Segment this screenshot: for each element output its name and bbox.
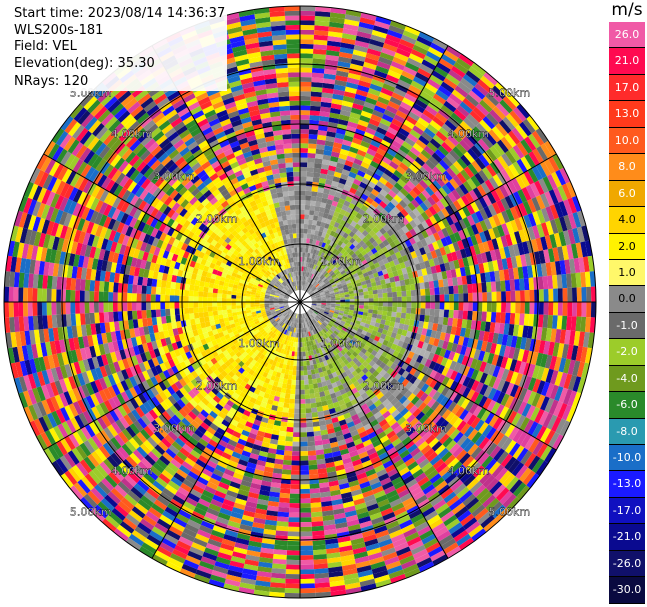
range-label: 5.00km xyxy=(489,87,531,100)
range-label: 4.00km xyxy=(448,128,490,141)
range-label: 1.00km xyxy=(238,337,280,350)
colorbar-label: -21.0 xyxy=(612,530,642,544)
colorbar-label: 17.0 xyxy=(614,80,640,94)
colorbar-label: 4.0 xyxy=(618,213,636,227)
azimuth-spoke xyxy=(299,301,449,559)
range-label: 3.00km xyxy=(405,170,447,183)
colorbar-level: 8.0 xyxy=(609,154,645,181)
colorbar-unit: m/s xyxy=(611,0,643,20)
colorbar-level: -8.0 xyxy=(609,418,645,445)
azimuth-spoke xyxy=(151,301,301,559)
colorbar-level: -13.0 xyxy=(609,471,645,498)
range-label: 2.00km xyxy=(363,213,405,226)
colorbar-label: 26.0 xyxy=(614,28,640,41)
range-label: 1.00km xyxy=(238,255,280,268)
colorbar-level: -21.0 xyxy=(609,524,645,551)
colorbar-label: 21.0 xyxy=(614,54,640,68)
field-name: Field: VEL xyxy=(14,39,77,54)
colorbar-level: -2.0 xyxy=(609,339,645,366)
azimuth-spoke xyxy=(43,301,301,451)
colorbar: m/s 26.0 21.0 17.0 13.0 10.0 8.0 6.0 4.0 2.0 1.0 0… xyxy=(607,0,647,607)
colorbar-label: -6.0 xyxy=(616,398,638,412)
colorbar-level: -26.0 xyxy=(609,550,645,578)
range-labels: 1.00km 1.00km 1.00km 1.00km 2.00km 2.00km 2.00… xyxy=(70,86,531,518)
velocity-field xyxy=(4,6,596,598)
colorbar-level: 0.0 xyxy=(609,286,645,313)
start-time: Start time: 2023/08/14 14:36:37 xyxy=(14,6,226,21)
colorbar-level: 2.0 xyxy=(609,233,645,260)
colorbar-level: 21.0 xyxy=(609,48,645,75)
colorbar-level: 10.0 xyxy=(609,127,645,155)
colorbar-level: 26.0 xyxy=(609,22,645,49)
range-label: 1.00km xyxy=(320,255,362,268)
nrays: NRays: 120 xyxy=(14,74,89,89)
station-name: WLS200s-181 xyxy=(14,22,104,38)
colorbar-label: 2.0 xyxy=(618,239,636,253)
range-label: 4.00km xyxy=(448,464,490,477)
range-label: 1.00km xyxy=(320,337,362,350)
colorbar-level: 6.0 xyxy=(609,180,645,208)
range-label: 5.00km xyxy=(70,505,112,518)
range-label: 3.00km xyxy=(405,422,447,435)
colorbar-level: -4.0 xyxy=(609,365,645,393)
colorbar-level: 13.0 xyxy=(609,101,645,128)
colorbar-level: 1.0 xyxy=(609,259,645,287)
colorbar-label: -30.0 xyxy=(612,583,642,597)
colorbar-level: 17.0 xyxy=(609,74,645,102)
colorbar-level: -1.0 xyxy=(609,312,645,340)
range-label: 4.00km xyxy=(111,128,153,141)
colorbar-level: -30.0 xyxy=(609,577,645,604)
range-label: 3.00km xyxy=(153,170,195,183)
colorbar-label: 6.0 xyxy=(618,186,636,200)
colorbar-label: -17.0 xyxy=(612,503,642,517)
colorbar-label: 0.0 xyxy=(618,292,636,306)
colorbar-label: -1.0 xyxy=(616,318,638,332)
range-label: 3.00km xyxy=(153,422,195,435)
azimuth-spoke xyxy=(299,45,449,303)
colorbar-label: -26.0 xyxy=(612,556,642,570)
colorbar-level: -6.0 xyxy=(609,392,645,419)
scan-info: Start time: 2023/08/14 14:36:37 WLS200s-… xyxy=(12,6,228,91)
colorbar-level: -17.0 xyxy=(609,497,645,525)
colorbar-label: 13.0 xyxy=(614,107,640,121)
colorbar-label: 10.0 xyxy=(614,133,640,147)
colorbar-label: -10.0 xyxy=(612,451,642,464)
range-label: 5.00km xyxy=(489,505,531,518)
colorbar-scale: 26.0 21.0 17.0 13.0 10.0 8.0 6.0 4.0 2.0 1.0 0.0 -1… xyxy=(609,22,645,604)
range-label: 2.00km xyxy=(196,213,238,226)
colorbar-label: -13.0 xyxy=(612,477,642,491)
range-label: 2.00km xyxy=(196,379,238,392)
colorbar-level: -10.0 xyxy=(609,445,645,472)
range-grid xyxy=(3,5,597,599)
azimuth-spoke xyxy=(299,153,557,303)
colorbar-label: 1.0 xyxy=(618,265,636,279)
colorbar-label: -8.0 xyxy=(616,424,638,438)
radar-ppi-plot: 1.00km 1.00km 1.00km 1.00km 2.00km 2.00km 2.00… xyxy=(3,5,597,599)
azimuth-spoke xyxy=(299,301,557,451)
range-label: 4.00km xyxy=(111,464,153,477)
colorbar-label: -2.0 xyxy=(616,345,638,359)
range-label: 2.00km xyxy=(363,379,405,392)
elevation: Elevation(deg): 35.30 xyxy=(14,55,155,71)
colorbar-level: 4.0 xyxy=(609,207,645,234)
azimuth-spoke xyxy=(43,153,301,303)
colorbar-label: 8.0 xyxy=(618,160,636,174)
colorbar-label: -4.0 xyxy=(616,371,638,385)
